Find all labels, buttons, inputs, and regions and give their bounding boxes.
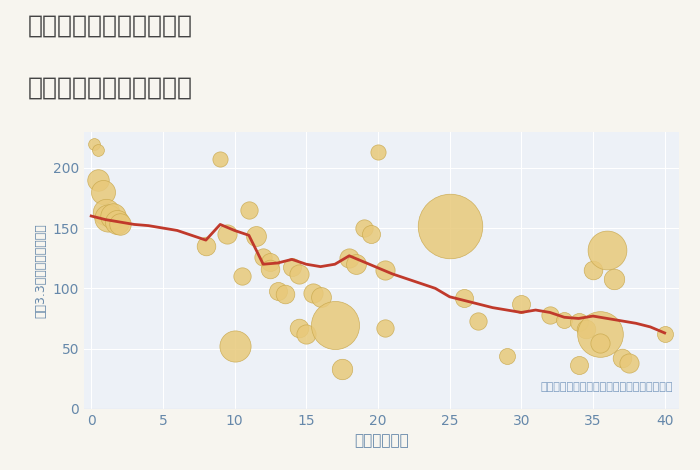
Text: 築年数別中古戸建て価格: 築年数別中古戸建て価格 (28, 75, 193, 99)
Point (337, 365, 348, 373)
Point (580, 326, 592, 333)
Point (501, 352, 512, 360)
Point (229, 343, 240, 350)
Point (516, 300, 527, 308)
Point (344, 254, 355, 262)
Point (293, 270, 304, 278)
Point (279, 290, 290, 298)
Point (379, 324, 391, 332)
Point (300, 330, 312, 338)
Point (251, 233, 262, 240)
Point (215, 156, 226, 163)
Point (379, 266, 391, 274)
Point (365, 230, 377, 238)
Point (97, 188, 108, 196)
Point (587, 266, 598, 274)
Point (114, 221, 125, 228)
Point (308, 290, 319, 297)
Point (293, 324, 304, 332)
Point (244, 206, 255, 214)
Point (88, 140, 99, 148)
Point (265, 265, 276, 273)
Point (236, 273, 247, 280)
Point (103, 215, 114, 222)
Point (358, 224, 369, 232)
Point (473, 317, 484, 325)
Point (92, 146, 104, 153)
Point (458, 294, 470, 302)
Point (559, 316, 570, 323)
Point (594, 330, 606, 338)
Point (372, 149, 384, 156)
Point (200, 243, 211, 250)
Point (609, 275, 620, 282)
Point (573, 362, 584, 369)
Point (258, 253, 269, 261)
Point (659, 330, 671, 338)
Point (315, 293, 326, 300)
Point (92, 176, 104, 184)
Text: 兵庫県西宮市上甲子園の: 兵庫県西宮市上甲子園の (28, 14, 193, 38)
Point (222, 230, 233, 238)
Point (100, 209, 111, 216)
Point (329, 321, 340, 328)
Point (545, 311, 556, 319)
Y-axis label: 坪（3.3㎡）単価（万円）: 坪（3.3㎡）単価（万円） (34, 223, 47, 318)
Point (265, 258, 276, 266)
Point (272, 287, 284, 295)
Point (111, 218, 122, 226)
Point (602, 246, 613, 253)
Point (444, 222, 455, 229)
X-axis label: 築年数（年）: 築年数（年） (354, 433, 409, 448)
Point (351, 260, 362, 268)
Point (594, 339, 606, 346)
Point (623, 360, 634, 367)
Point (286, 263, 297, 270)
Text: 円の大きさは、取引のあった物件面積を示す: 円の大きさは、取引のあった物件面積を示す (540, 382, 673, 392)
Point (616, 354, 627, 362)
Point (573, 318, 584, 326)
Point (107, 212, 118, 220)
